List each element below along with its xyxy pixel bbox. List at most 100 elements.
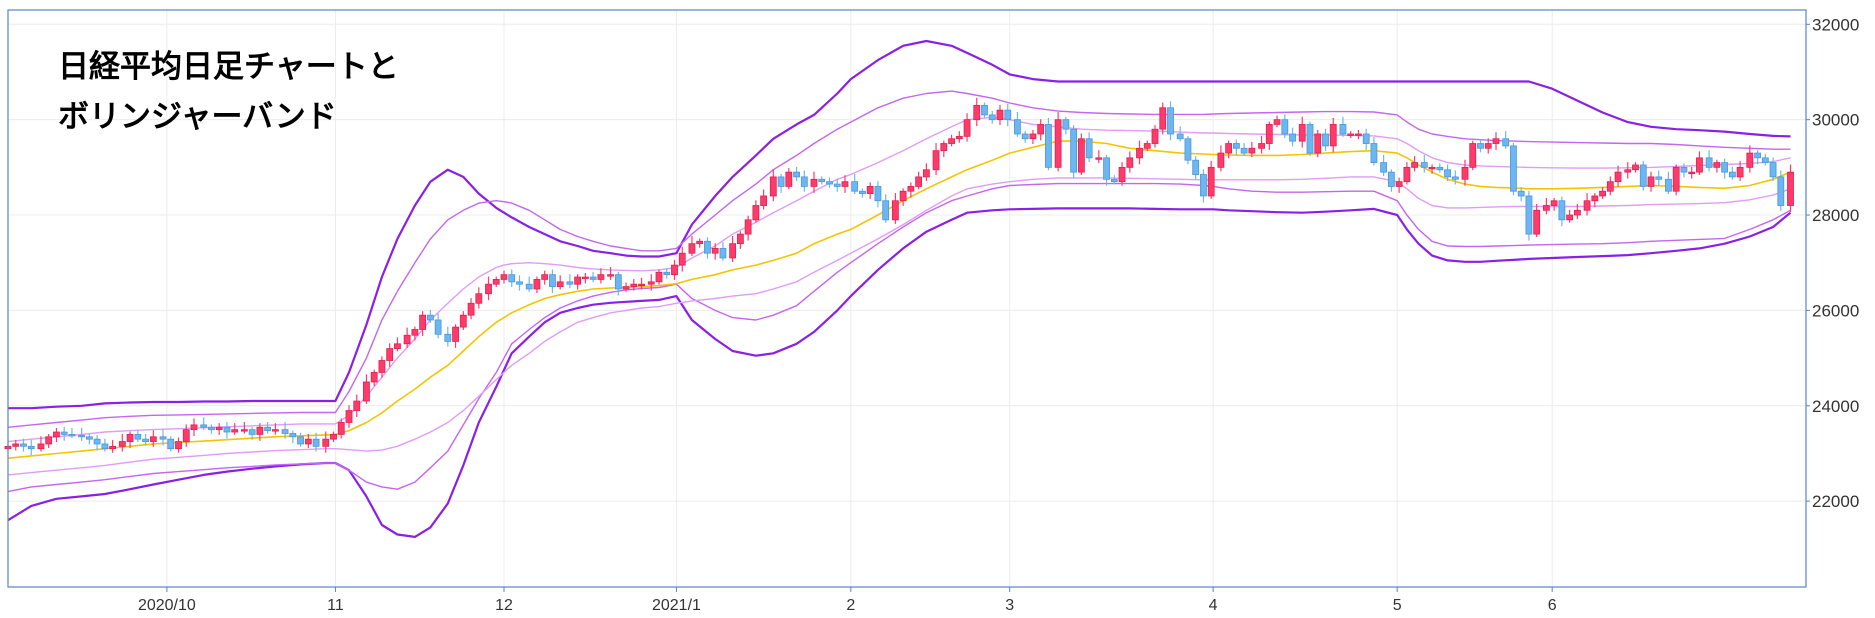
candle <box>264 422 272 434</box>
candle <box>1688 166 1696 179</box>
candle <box>1469 140 1477 171</box>
candle <box>240 422 248 434</box>
candle-body-up <box>866 186 874 194</box>
candle-body-down <box>1502 138 1510 147</box>
candle <box>841 175 849 193</box>
candle <box>1126 151 1134 173</box>
candle <box>607 267 614 280</box>
candle <box>1444 164 1451 181</box>
candle <box>1550 197 1558 211</box>
candle <box>1281 114 1289 139</box>
candle-body-up <box>1095 157 1103 160</box>
candle-body-down <box>1362 133 1370 144</box>
chart-title-line-1: 日経平均日足チャートと <box>58 49 399 85</box>
candle <box>1721 158 1729 179</box>
candle <box>248 426 256 440</box>
candle-body-down <box>882 200 890 221</box>
candle-body-down <box>818 178 826 183</box>
candle-body-up <box>459 314 467 328</box>
candle-body-up <box>638 283 645 287</box>
candle <box>1502 131 1510 149</box>
candle <box>630 278 638 291</box>
candle <box>719 241 727 261</box>
candle-body-up <box>353 400 361 411</box>
candle <box>566 274 574 289</box>
candle <box>955 131 963 143</box>
candle <box>1655 170 1663 186</box>
candle <box>1217 145 1225 172</box>
x-tick-label: 3 <box>1005 597 1014 614</box>
candle <box>711 243 719 260</box>
candle <box>142 433 149 446</box>
candle <box>1696 151 1703 175</box>
candle <box>1370 137 1378 166</box>
candle <box>1777 170 1785 211</box>
candle <box>1411 156 1419 172</box>
candle <box>614 271 622 296</box>
candle-body-down <box>78 434 86 438</box>
candle-body-down <box>981 104 988 116</box>
candle <box>467 298 475 320</box>
candle <box>1225 140 1233 159</box>
candle-body-up <box>1077 138 1085 173</box>
candle-body-down <box>1769 162 1777 178</box>
candle <box>1787 164 1794 212</box>
candle <box>12 439 20 451</box>
candle-body-down <box>1306 124 1314 154</box>
candle <box>1240 143 1248 156</box>
candle <box>1647 171 1655 192</box>
candle-body-up <box>556 281 564 287</box>
candle <box>1118 162 1126 186</box>
candle-body-down <box>793 171 800 178</box>
candle-body-down <box>223 426 231 433</box>
candle <box>475 287 483 309</box>
candle <box>915 171 923 190</box>
candle-body-up <box>126 434 134 442</box>
candle-body-down <box>248 429 256 435</box>
candle-body-up <box>1329 124 1337 147</box>
candle-body-up <box>655 271 663 283</box>
candle-body-up <box>922 169 930 178</box>
candle-body-down <box>208 426 215 431</box>
candle <box>256 423 264 441</box>
candle <box>1566 209 1574 223</box>
candle <box>541 270 549 285</box>
candle-body-up <box>940 143 948 152</box>
candle <box>589 271 597 283</box>
candle-body-up <box>581 276 589 279</box>
candle-body-down <box>200 424 208 428</box>
candle-body-down <box>434 319 442 335</box>
candle-body-up <box>1395 181 1403 187</box>
candle-body-up <box>1688 171 1696 175</box>
candle <box>1339 116 1347 137</box>
candle-body-up <box>500 274 508 280</box>
candle <box>1355 129 1362 140</box>
candle-body-up <box>337 422 345 435</box>
chart-title-line-2: ボリンジャーバンド <box>58 99 337 135</box>
candle <box>159 429 167 446</box>
x-tick-label: 2 <box>846 597 855 614</box>
candle <box>1207 160 1215 199</box>
candle-body-up <box>630 283 638 287</box>
candle <box>1451 170 1459 185</box>
candle-body-up <box>752 205 760 221</box>
candle-body-up <box>1265 124 1273 144</box>
candle-body-down <box>281 429 289 434</box>
candle <box>1680 163 1688 178</box>
candle-body-down <box>1014 119 1021 135</box>
candle <box>492 276 500 288</box>
candle-body-up <box>370 372 378 383</box>
candle <box>655 269 663 285</box>
candle <box>271 423 279 435</box>
candle <box>647 274 655 291</box>
candle-body-down <box>1062 119 1070 130</box>
candle <box>1306 121 1314 156</box>
candle <box>1192 156 1200 180</box>
candle <box>671 259 678 280</box>
candle <box>1029 129 1037 144</box>
candle <box>60 426 68 441</box>
candle-body-down <box>1754 152 1761 159</box>
candle <box>403 327 411 348</box>
candle-body-down <box>101 443 109 450</box>
candle-body-down <box>851 181 859 192</box>
